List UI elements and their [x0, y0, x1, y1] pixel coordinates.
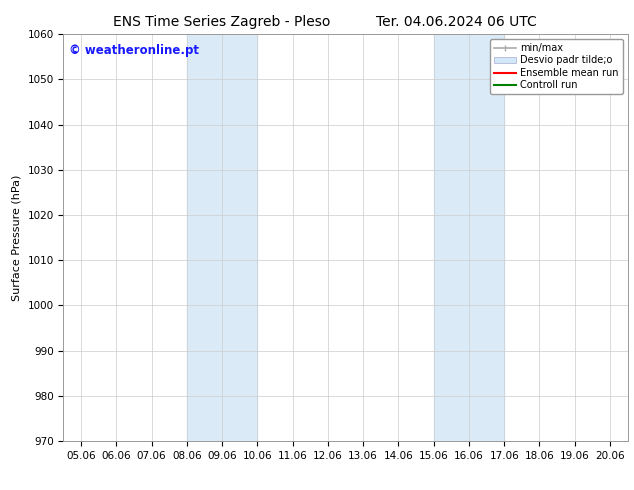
Text: © weatheronline.pt: © weatheronline.pt [69, 45, 199, 57]
Text: ENS Time Series Zagreb - Pleso: ENS Time Series Zagreb - Pleso [113, 15, 330, 29]
Bar [187, 34, 257, 441]
Bar [434, 34, 504, 441]
Y-axis label: Surface Pressure (hPa): Surface Pressure (hPa) [12, 174, 22, 301]
Legend: min/max, Desvio padr tilde;o, Ensemble mean run, Controll run: min/max, Desvio padr tilde;o, Ensemble m… [490, 39, 623, 94]
Text: Ter. 04.06.2024 06 UTC: Ter. 04.06.2024 06 UTC [376, 15, 537, 29]
